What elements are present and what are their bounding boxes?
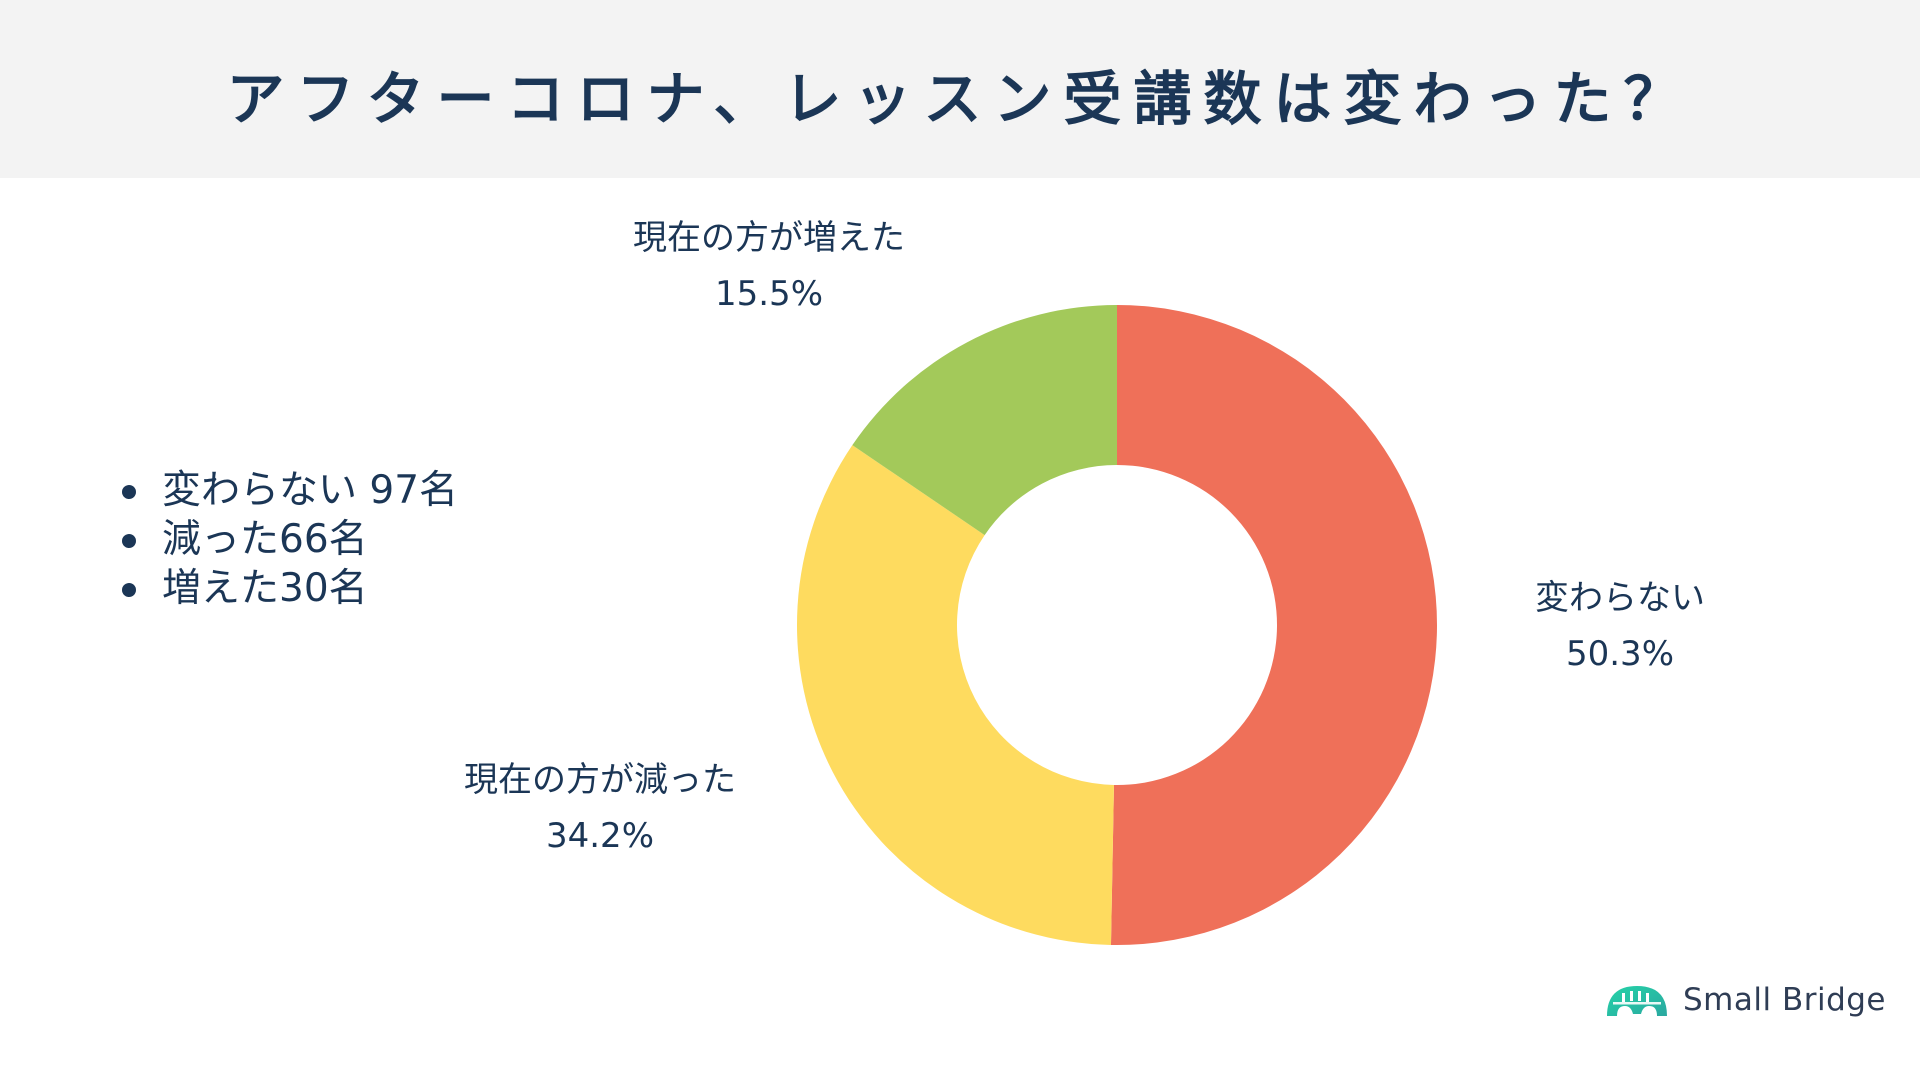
label-decreased-name: 現在の方が減った bbox=[464, 760, 736, 800]
donut-slices bbox=[797, 305, 1437, 945]
label-increased-value: 15.5% bbox=[714, 274, 823, 314]
list-item: 減った66名 bbox=[118, 515, 458, 564]
list-item: 増えた30名 bbox=[118, 564, 458, 613]
page-title: アフターコロナ、レッスン受講数は変わった？ bbox=[226, 65, 1694, 133]
brand-name: Small Bridge bbox=[1683, 982, 1887, 1018]
summary-list: 変わらない 97名 減った66名 増えた30名 bbox=[118, 466, 458, 613]
list-item-text: 減った66名 bbox=[162, 517, 368, 562]
list-item-text: 増えた30名 bbox=[162, 566, 368, 611]
label-decreased: 現在の方が減った 34.2% bbox=[464, 752, 736, 864]
slice-unchanged bbox=[1110, 305, 1437, 945]
slice-decreased bbox=[797, 445, 1114, 945]
slice-increased bbox=[852, 305, 1117, 536]
label-unchanged: 変わらない 50.3% bbox=[1535, 570, 1705, 682]
bridge-icon bbox=[1607, 986, 1667, 1016]
brand-logo: Small Bridge bbox=[1605, 982, 1886, 1018]
label-increased: 現在の方が増えた 15.5% bbox=[633, 210, 905, 322]
list-item: 変わらない 97名 bbox=[118, 466, 458, 515]
label-increased-name: 現在の方が増えた bbox=[633, 218, 905, 258]
label-unchanged-name: 変わらない bbox=[1535, 578, 1705, 618]
bullet-icon bbox=[122, 583, 136, 597]
list-item-text: 変わらない 97名 bbox=[162, 468, 459, 513]
label-decreased-value: 34.2% bbox=[545, 816, 654, 856]
bullet-icon bbox=[122, 485, 136, 499]
label-unchanged-value: 50.3% bbox=[1565, 634, 1674, 674]
header-bar: アフターコロナ、レッスン受講数は変わった？ bbox=[0, 0, 1920, 178]
bullet-icon bbox=[122, 534, 136, 548]
